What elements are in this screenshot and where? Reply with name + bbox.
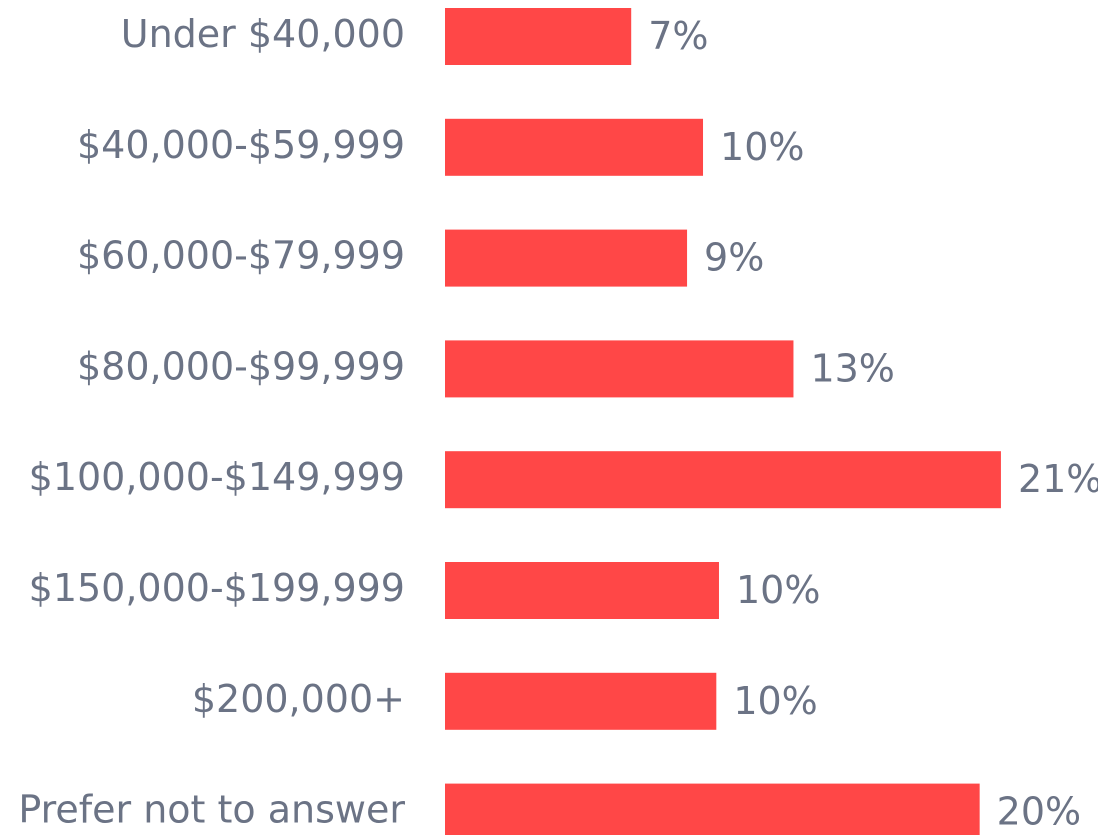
bar bbox=[445, 229, 688, 287]
bar bbox=[445, 451, 1001, 509]
category-label: $200,000+ bbox=[192, 677, 405, 721]
bar bbox=[445, 783, 980, 835]
value-label: 21% bbox=[1018, 457, 1098, 501]
bar bbox=[445, 672, 717, 730]
value-label: 10% bbox=[733, 679, 817, 723]
bar bbox=[445, 562, 719, 619]
category-label: $60,000-$79,999 bbox=[77, 234, 405, 278]
value-label: 10% bbox=[736, 568, 820, 612]
value-label: 9% bbox=[704, 236, 764, 280]
bar bbox=[445, 8, 632, 65]
value-label: 7% bbox=[648, 14, 708, 58]
category-label: Under $40,000 bbox=[121, 12, 405, 56]
bar bbox=[445, 340, 794, 398]
value-label: 20% bbox=[997, 790, 1081, 834]
category-label: $80,000-$99,999 bbox=[77, 344, 405, 388]
category-label: $150,000-$199,999 bbox=[29, 566, 405, 610]
category-label: Prefer not to answer bbox=[18, 788, 405, 832]
value-label: 10% bbox=[720, 125, 804, 169]
value-label: 13% bbox=[810, 346, 894, 390]
bar bbox=[445, 118, 704, 176]
category-label: $40,000-$59,999 bbox=[77, 123, 405, 167]
category-label: $100,000-$149,999 bbox=[29, 455, 405, 499]
